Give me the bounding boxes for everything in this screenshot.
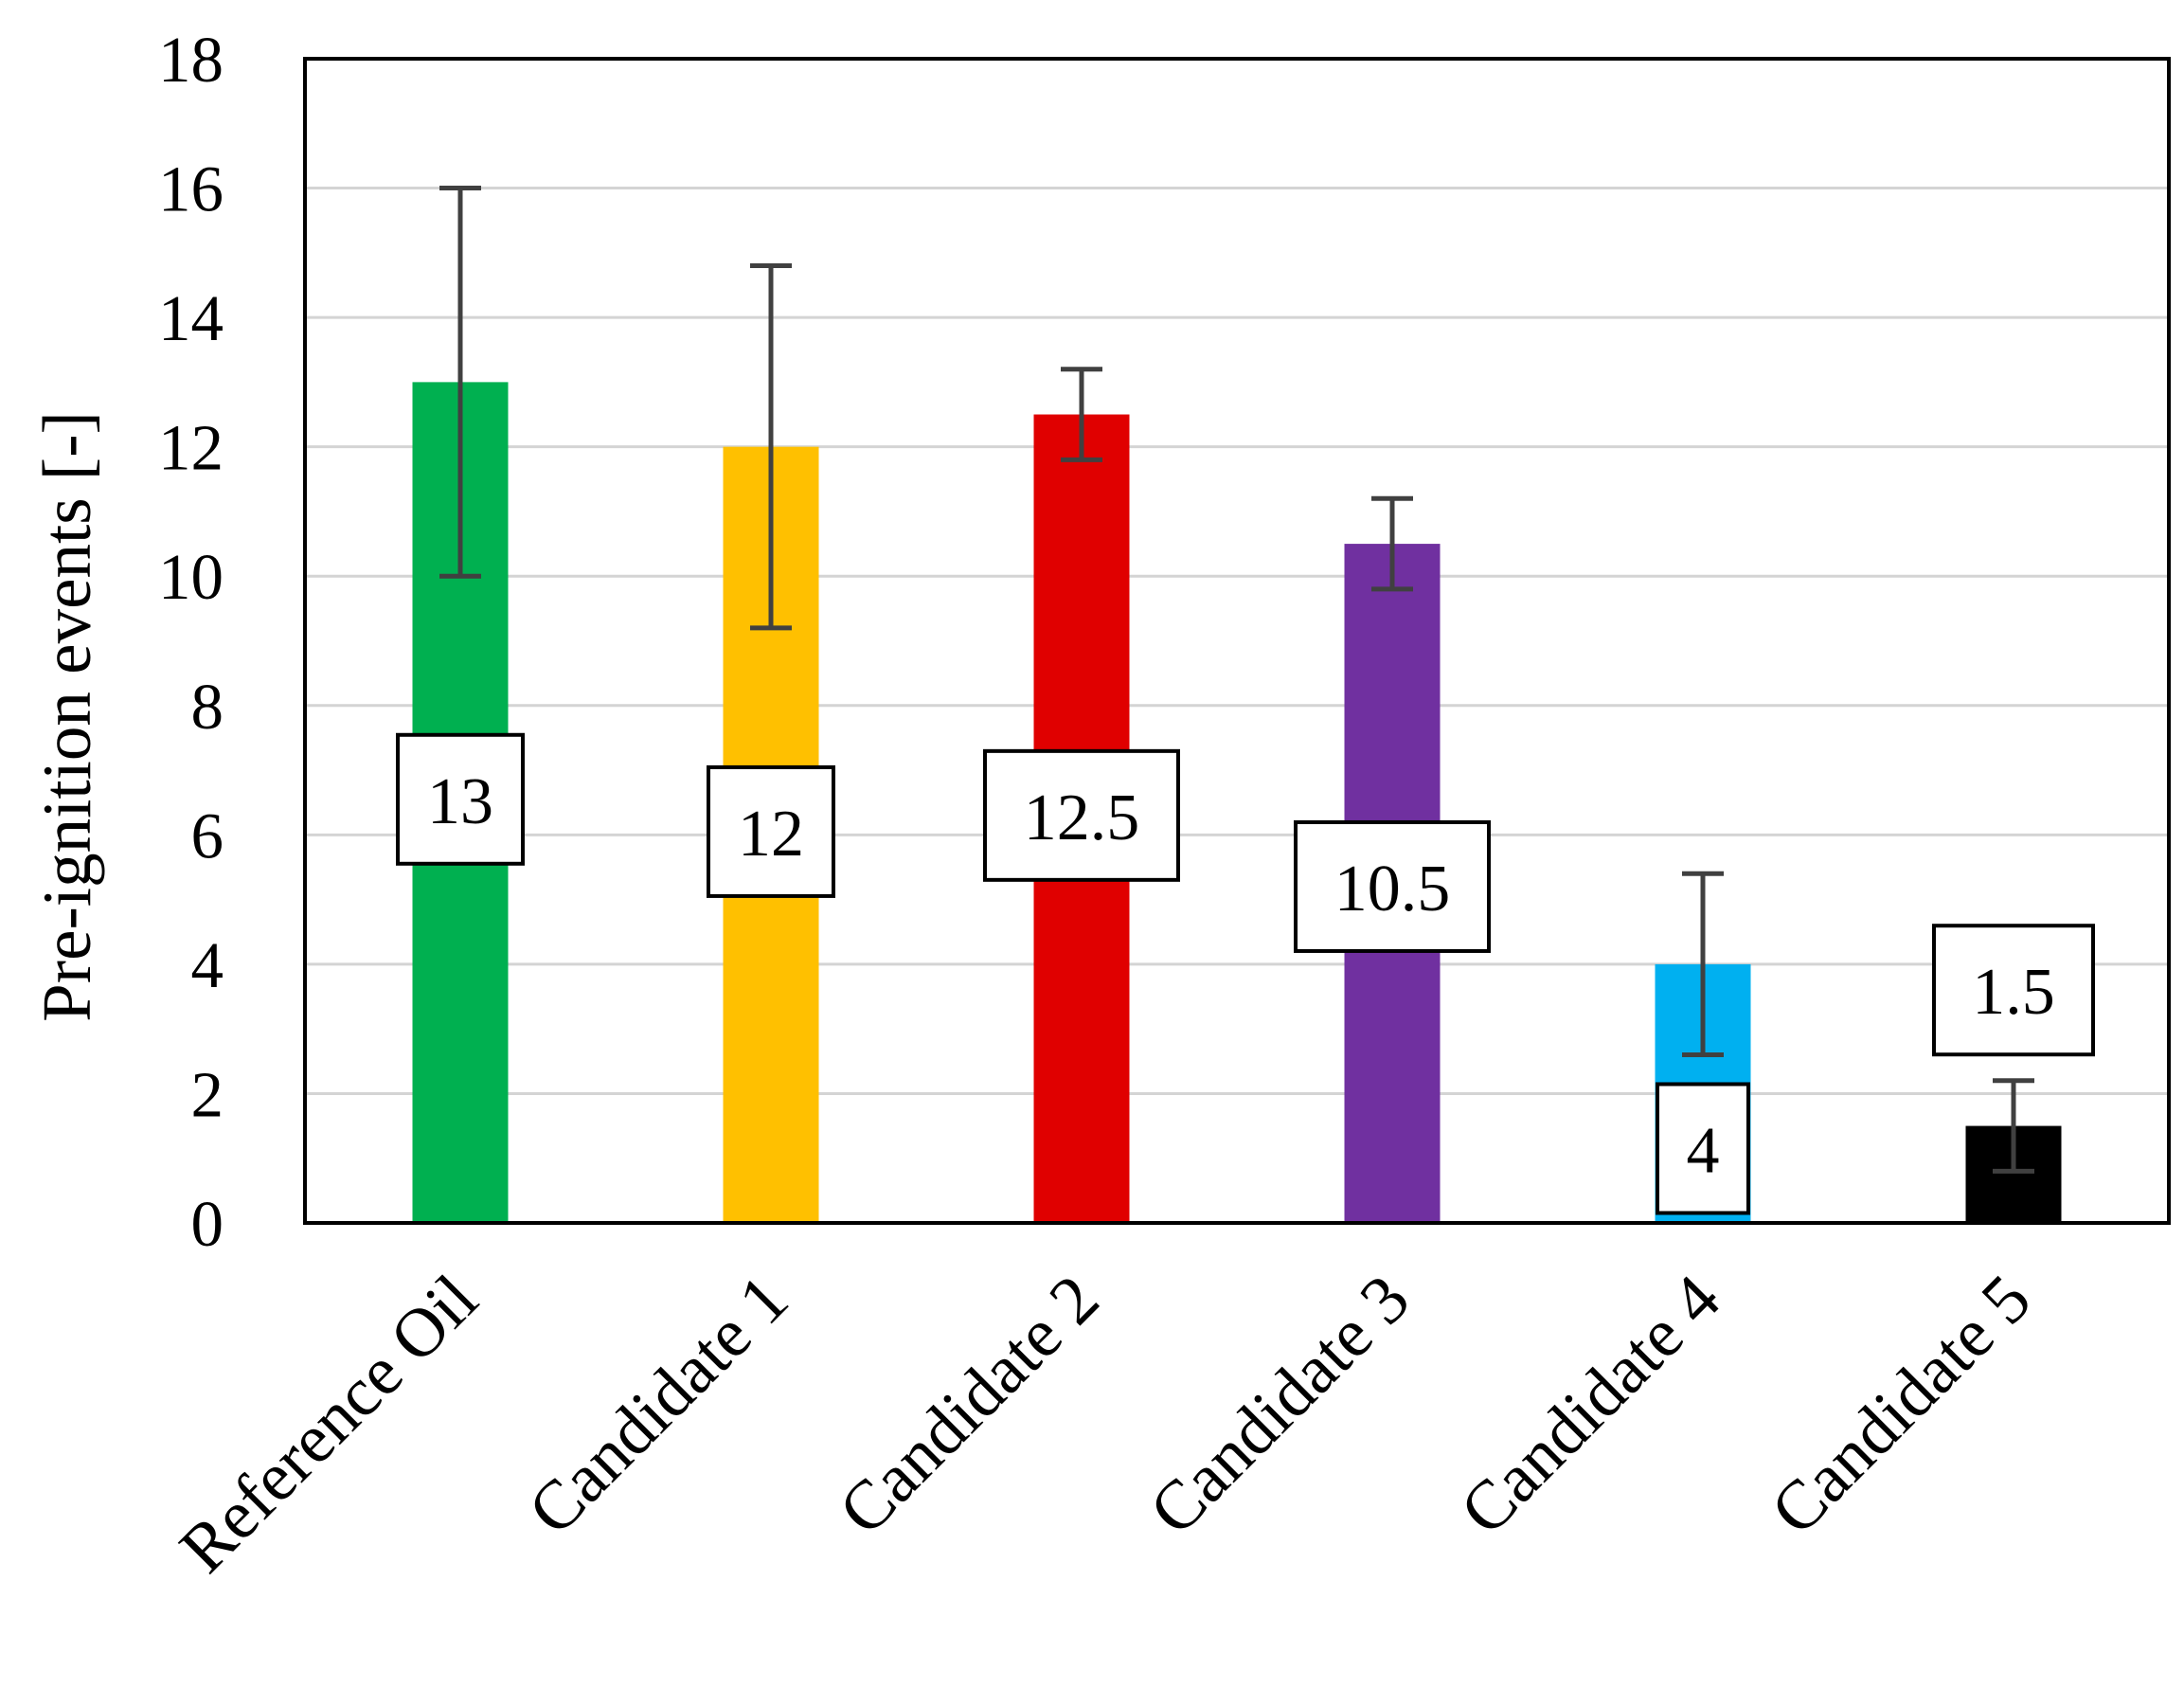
y-tick-label: 14 xyxy=(158,282,224,354)
data-label: 10.5 xyxy=(1294,819,1491,953)
error-bar xyxy=(439,186,481,579)
x-category-label: Reference Oil xyxy=(165,1260,492,1587)
data-label: 4 xyxy=(1656,1082,1750,1215)
x-category-label: Candidate 5 xyxy=(1756,1260,2045,1549)
error-bar xyxy=(1993,1078,2034,1174)
y-tick-label: 18 xyxy=(158,24,224,96)
error-bars xyxy=(439,186,2034,1174)
y-tick-label: 2 xyxy=(191,1058,224,1130)
data-label-box xyxy=(396,732,525,866)
data-label-text: 12.5 xyxy=(1024,782,1140,854)
y-axis-title: Pre-ignition events [-] xyxy=(28,411,105,1022)
data-label-box xyxy=(1932,924,2095,1057)
data-label-text: 10.5 xyxy=(1334,853,1451,925)
error-bar xyxy=(750,262,792,631)
data-label-box xyxy=(1294,819,1491,953)
x-category-label: Candidate 2 xyxy=(824,1260,1113,1549)
x-axis-categories: Reference Oil Candidate 1 Candidate 2 Candi… xyxy=(165,1260,2045,1587)
error-bar xyxy=(1061,367,1102,462)
y-tick-label: 0 xyxy=(191,1188,224,1260)
data-label: 12 xyxy=(707,764,835,898)
data-labels: 13 12 12.5 10.5 4 1.5 xyxy=(396,732,2095,1215)
x-category-label: Candidate 3 xyxy=(1135,1260,1423,1549)
data-label-text: 4 xyxy=(1687,1114,1720,1187)
y-tick-label: 16 xyxy=(158,153,224,225)
y-tick-label: 8 xyxy=(191,671,224,743)
y-tick-label: 12 xyxy=(158,412,224,484)
y-tick-label: 6 xyxy=(191,800,224,871)
error-bar xyxy=(1371,495,1413,592)
data-label: 12.5 xyxy=(983,748,1180,882)
y-axis-ticks: 0 2 4 6 8 10 12 14 16 18 xyxy=(158,24,224,1260)
bars xyxy=(412,382,2062,1224)
plot-area-frame xyxy=(303,57,2171,1225)
data-label: 13 xyxy=(396,732,525,866)
data-label-box xyxy=(1656,1082,1750,1215)
data-label-box xyxy=(983,748,1180,882)
data-label-text: 13 xyxy=(427,765,493,838)
y-tick-label: 4 xyxy=(191,929,224,1001)
data-label-text: 12 xyxy=(738,798,804,871)
gridlines xyxy=(305,187,2169,1095)
data-label-text: 1.5 xyxy=(1972,956,2055,1029)
data-label: 1.5 xyxy=(1932,924,2095,1057)
data-label-box xyxy=(707,764,835,898)
error-bar xyxy=(1682,871,1724,1057)
y-tick-label: 10 xyxy=(158,541,224,613)
x-category-label: Candidate 1 xyxy=(513,1260,802,1549)
x-category-label: Candidate 4 xyxy=(1445,1260,1734,1549)
